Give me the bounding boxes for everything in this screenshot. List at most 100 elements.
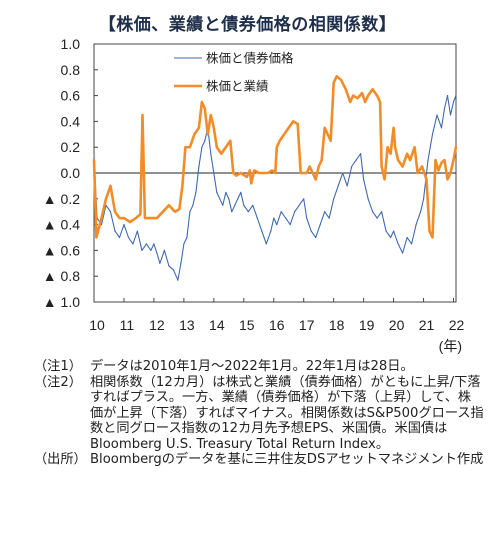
data-point <box>252 204 254 206</box>
data-point <box>352 95 354 97</box>
x-tick-label: 22 <box>449 317 465 333</box>
data-point <box>367 95 369 97</box>
note-label: （出所） <box>34 452 87 467</box>
data-point <box>421 165 423 168</box>
data-point <box>231 211 233 213</box>
data-point <box>118 217 121 219</box>
data-point <box>216 146 218 148</box>
data-point <box>123 217 125 219</box>
data-point <box>163 249 165 251</box>
note-1: （注1） データは2010年1月～2022年1月。22年1月は28日。 <box>34 359 484 375</box>
data-point <box>189 146 191 148</box>
data-point <box>114 211 116 213</box>
data-point <box>376 217 378 219</box>
data-point <box>306 217 308 219</box>
data-point <box>355 159 357 161</box>
series-layer <box>92 74 458 281</box>
data-point <box>93 159 95 161</box>
data-point <box>270 230 272 232</box>
data-point <box>225 191 227 193</box>
data-point <box>330 140 332 142</box>
footnotes: （注1） データは2010年1月～2022年1月。22年1月は28日。 （注2）… <box>34 359 484 468</box>
data-point <box>351 165 353 168</box>
data-point <box>159 262 161 264</box>
data-point <box>210 153 212 155</box>
y-tick-label: ▲ 0.6 <box>43 242 80 258</box>
chart-svg: 1.0 0.8 0.6 0.4 0.2 0.0 ▲ 0.2 ▲ 0.4 ▲ 0.6 ▲ 0.8 ▲ … <box>43 36 465 354</box>
data-point <box>213 172 215 174</box>
data-point <box>262 172 264 174</box>
y-tick-label: ▲ 1.0 <box>43 294 80 310</box>
data-point <box>376 95 378 97</box>
data-point <box>168 204 170 206</box>
y-tick-label: ▲ 0.8 <box>43 268 80 284</box>
data-point <box>235 175 237 177</box>
data-point <box>186 236 188 239</box>
data-point <box>328 217 330 219</box>
data-point <box>455 146 457 148</box>
y-tick-label: 0.6 <box>61 88 81 104</box>
data-point <box>178 208 180 210</box>
data-point <box>243 204 245 206</box>
data-point <box>455 95 457 97</box>
note-text: Bloombergのデータを基に三井住友DSアセットマネジメント作成 <box>90 452 484 467</box>
data-point <box>181 185 183 187</box>
data-point <box>452 101 455 103</box>
x-tick-label: 14 <box>209 317 225 333</box>
data-point <box>315 178 317 180</box>
data-point <box>93 153 95 155</box>
data-point <box>381 211 383 213</box>
data-point <box>132 243 134 245</box>
data-point <box>363 178 365 180</box>
data-point <box>189 211 191 213</box>
data-point <box>289 224 291 226</box>
data-point <box>397 243 399 245</box>
data-point <box>100 217 103 219</box>
data-point <box>342 172 344 174</box>
data-point <box>390 153 392 155</box>
data-point <box>372 211 374 213</box>
chart-title: 【株価、業績と債券価格の相関係数】 <box>98 15 397 35</box>
data-point <box>319 224 321 226</box>
x-tick-label: 16 <box>269 317 285 333</box>
data-point <box>315 236 317 239</box>
data-point <box>415 224 417 226</box>
data-point <box>150 249 152 251</box>
data-point <box>279 140 281 142</box>
x-unit-label: (年) <box>439 338 462 354</box>
data-point <box>364 101 366 103</box>
data-point <box>240 191 242 193</box>
data-point <box>153 243 155 245</box>
data-point <box>428 230 431 232</box>
data-point <box>411 243 413 245</box>
data-point <box>321 159 323 161</box>
data-point <box>201 146 203 148</box>
data-point <box>381 165 383 168</box>
x-tick-label: 13 <box>179 317 195 333</box>
y-tick-label: ▲ 0.2 <box>43 191 80 207</box>
data-point <box>180 262 182 264</box>
data-point <box>247 211 249 213</box>
data-point <box>123 224 125 226</box>
y-tick-label: 0.8 <box>61 62 81 78</box>
data-point <box>265 243 267 245</box>
legend-label: 株価と債券価格 <box>206 51 294 66</box>
data-point <box>393 127 395 129</box>
data-point <box>229 140 231 142</box>
data-point <box>195 191 197 193</box>
data-point <box>406 153 408 155</box>
note-label: （注1） <box>34 359 82 374</box>
data-point <box>427 159 429 161</box>
data-point <box>431 236 434 239</box>
y-tick-label: ▲ 0.4 <box>43 217 80 233</box>
x-tick-label: 18 <box>329 317 345 333</box>
data-point <box>318 165 320 168</box>
data-point <box>109 211 112 213</box>
data-point <box>256 217 258 219</box>
data-point <box>253 169 255 171</box>
data-point <box>414 146 416 148</box>
data-point <box>198 165 200 168</box>
data-point <box>198 127 200 129</box>
data-point <box>393 230 395 232</box>
